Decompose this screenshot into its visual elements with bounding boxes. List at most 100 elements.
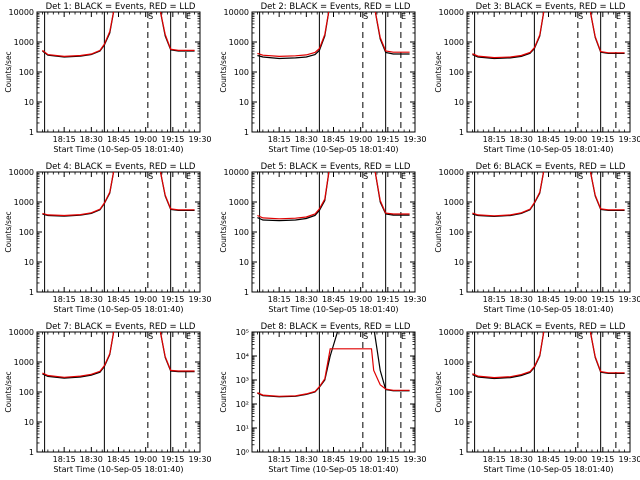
- x-axis-label: Start Time (10-Sep-05 18:01:40): [268, 145, 398, 154]
- x-tick-label: 19:30: [188, 295, 211, 304]
- x-tick-label: 18:15: [53, 295, 76, 304]
- x-tick-label: 18:15: [268, 455, 291, 464]
- plot-frame: [466, 331, 631, 453]
- y-tick-label: 10000: [224, 8, 249, 17]
- x-tick-label: 18:30: [295, 455, 318, 464]
- y-tick-label: 1000: [444, 198, 464, 207]
- lld-series-line: [42, 332, 195, 378]
- plot-frame: [251, 331, 416, 453]
- lld-series-line: [472, 332, 625, 379]
- x-tick-label: 18:30: [80, 135, 103, 144]
- flare-start-label: S: [363, 12, 368, 21]
- x-tick-label: 19:15: [591, 295, 614, 304]
- y-tick-label: 10000: [224, 168, 249, 177]
- y-tick-label: 10⁰: [236, 448, 249, 457]
- x-tick-label: 19:30: [188, 455, 211, 464]
- y-tick-label: 10: [24, 418, 34, 427]
- x-tick-label: 18:45: [322, 455, 345, 464]
- x-tick-label: 19:00: [349, 455, 372, 464]
- x-tick-label: 18:15: [53, 135, 76, 144]
- panel-title: Det 3: BLACK = Events, RED = LLD: [476, 2, 626, 12]
- y-tick-label: 1: [459, 448, 464, 457]
- x-tick-label: 19:15: [161, 135, 184, 144]
- panel-title: Det 1: BLACK = Events, RED = LLD: [46, 2, 196, 12]
- y-tick-label: 1000: [14, 358, 34, 367]
- lld-series-line: [257, 12, 410, 58]
- detector-panel-9: Det 9: BLACK = Events, RED = LLD 1 10 100 10…: [434, 322, 640, 474]
- y-tick-label: 1000: [14, 198, 34, 207]
- x-tick-label: 18:45: [322, 295, 345, 304]
- y-tick-label: 1: [29, 128, 34, 137]
- x-tick-label: 18:15: [268, 135, 291, 144]
- flare-start-label: S: [363, 332, 368, 341]
- lld-series-line: [472, 172, 625, 217]
- x-tick-label: 19:15: [376, 135, 399, 144]
- y-axis-label: Counts/sec: [4, 51, 13, 92]
- detector-panel-4: Det 4: BLACK = Events, RED = LLD 1 10 100 10…: [4, 162, 212, 314]
- x-tick-label: 19:15: [376, 455, 399, 464]
- x-tick-label: 18:15: [483, 295, 506, 304]
- y-tick-label: 1: [244, 128, 249, 137]
- y-tick-label: 1: [29, 448, 34, 457]
- x-tick-label: 19:00: [349, 135, 372, 144]
- x-tick-label: 18:45: [107, 295, 130, 304]
- x-tick-label: 18:15: [53, 455, 76, 464]
- x-axis-label: Start Time (10-Sep-05 18:01:40): [268, 465, 398, 474]
- x-tick-label: 18:45: [107, 455, 130, 464]
- x-tick-label: 18:45: [322, 135, 345, 144]
- x-tick-label: 19:15: [161, 295, 184, 304]
- panel-title: Det 8: BLACK = Events, RED = LLD: [261, 322, 411, 332]
- x-tick-label: 18:30: [80, 295, 103, 304]
- lld-series-line: [257, 172, 410, 220]
- detector-panel-3: Det 3: BLACK = Events, RED = LLD 1 10 100 10…: [434, 2, 640, 154]
- detector-panel-5: Det 5: BLACK = Events, RED = LLD 1 10 100 10…: [219, 162, 427, 314]
- y-tick-label: 10: [454, 258, 464, 267]
- flare-end-label: E: [186, 332, 191, 341]
- x-tick-label: 19:30: [403, 295, 426, 304]
- x-tick-label: 18:30: [295, 135, 318, 144]
- y-tick-label: 10: [239, 258, 249, 267]
- y-tick-label: 10⁵: [236, 328, 249, 337]
- y-tick-label: 10: [239, 98, 249, 107]
- x-tick-label: 19:00: [134, 295, 157, 304]
- flare-end-label: E: [186, 12, 191, 21]
- x-tick-label: 18:15: [268, 295, 291, 304]
- y-tick-label: 100: [234, 68, 249, 77]
- flare-start-label: S: [578, 12, 583, 21]
- x-tick-label: 19:00: [134, 455, 157, 464]
- detector-panel-7: Det 7: BLACK = Events, RED = LLD 1 10 100 10…: [4, 322, 212, 474]
- x-axis-label: Start Time (10-Sep-05 18:01:40): [53, 145, 183, 154]
- flare-end-label: E: [401, 172, 406, 181]
- detector-panel-1: Det 1: BLACK = Events, RED = LLD 1 10 100 10…: [4, 2, 212, 154]
- x-tick-label: 18:45: [537, 135, 560, 144]
- plot-frame: [466, 11, 631, 133]
- panel-title: Det 9: BLACK = Events, RED = LLD: [476, 322, 626, 332]
- panel-title: Det 5: BLACK = Events, RED = LLD: [261, 162, 411, 172]
- y-axis-label: Counts/sec: [434, 371, 443, 412]
- plot-frame: [251, 11, 416, 133]
- y-tick-label: 1000: [444, 358, 464, 367]
- y-tick-label: 1: [244, 288, 249, 297]
- y-tick-label: 1000: [229, 38, 249, 47]
- x-axis-label: Start Time (10-Sep-05 18:01:40): [268, 305, 398, 314]
- events-series-line: [257, 332, 410, 398]
- x-tick-label: 19:30: [403, 135, 426, 144]
- lld-series-line: [257, 348, 410, 397]
- x-axis-label: Start Time (10-Sep-05 18:01:40): [483, 145, 613, 154]
- y-axis-label: Counts/sec: [4, 371, 13, 412]
- y-tick-label: 10: [454, 418, 464, 427]
- y-tick-label: 10000: [439, 328, 464, 337]
- x-tick-label: 19:30: [403, 455, 426, 464]
- y-tick-label: 10000: [9, 8, 34, 17]
- y-tick-label: 10: [454, 98, 464, 107]
- x-tick-label: 19:00: [564, 295, 587, 304]
- y-tick-label: 10: [24, 258, 34, 267]
- detector-panel-2: Det 2: BLACK = Events, RED = LLD 1 10 100 10…: [219, 2, 427, 154]
- y-tick-label: 1000: [14, 38, 34, 47]
- x-tick-label: 18:45: [537, 455, 560, 464]
- y-tick-label: 100: [449, 228, 464, 237]
- flare-end-label: E: [616, 172, 621, 181]
- x-tick-label: 19:15: [591, 455, 614, 464]
- y-tick-label: 10000: [439, 8, 464, 17]
- x-tick-label: 18:30: [510, 455, 533, 464]
